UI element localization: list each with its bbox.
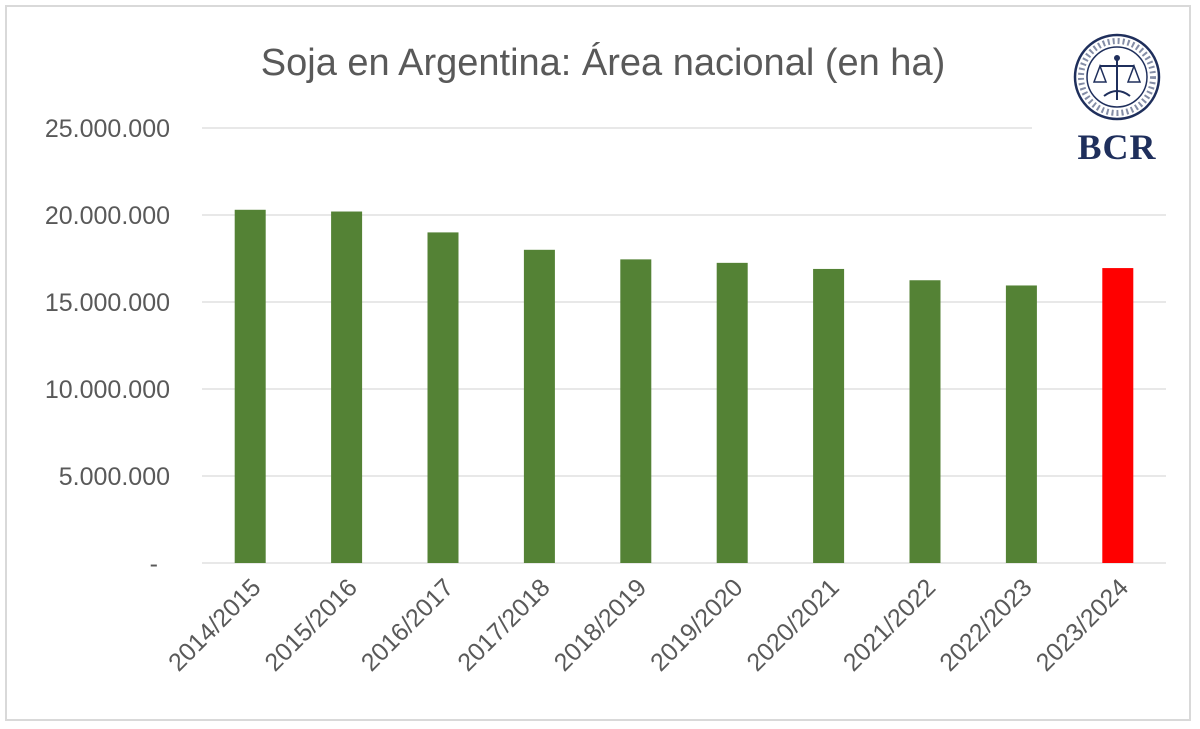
chart-title: Soja en Argentina: Área nacional (en ha) [261, 41, 945, 84]
bar-2021-2022 [909, 280, 941, 563]
bars [234, 209, 1134, 564]
x-tick-label: 2019/2020 [645, 573, 748, 676]
x-tick-label: 2021/2022 [838, 573, 941, 676]
bar-2015-2016 [331, 211, 363, 563]
bar-2016-2017 [427, 232, 459, 563]
bar-2020-2021 [813, 268, 845, 563]
bcr-logo: BCR [1073, 33, 1161, 167]
bcr-logo-text: BCR [1077, 127, 1156, 167]
y-tick-label: 5.000.000 [59, 463, 170, 491]
x-tick-label: 2015/2016 [259, 573, 362, 676]
bar-2023-2024 [1102, 268, 1134, 563]
grid-lines [202, 127, 1166, 564]
x-tick-label: 2017/2018 [452, 573, 555, 676]
bcr-seal-icon [1073, 33, 1161, 121]
y-tick-label: 10.000.000 [45, 376, 170, 404]
y-tick-label: 15.000.000 [45, 289, 170, 317]
x-tick-label: 2016/2017 [356, 573, 459, 676]
x-axis-ticks: 2014/20152015/20162016/20172017/20182018… [163, 573, 1134, 676]
bar-2019-2020 [716, 262, 748, 563]
bar-2022-2023 [1005, 285, 1037, 563]
y-axis-ticks: - 5.000.000 10.000.000 15.000.000 20.000.000… [45, 115, 170, 578]
y-tick-label: - [150, 550, 158, 578]
y-tick-label: 25.000.000 [45, 115, 170, 143]
x-tick-label: 2020/2021 [741, 573, 844, 676]
x-tick-label: 2023/2024 [1031, 573, 1134, 676]
x-tick-label: 2018/2019 [549, 573, 652, 676]
x-tick-label: 2014/2015 [163, 573, 266, 676]
bar-2014-2015 [234, 209, 266, 563]
bar-2018-2019 [620, 259, 652, 563]
bar-2017-2018 [523, 249, 555, 564]
chart-frame [5, 5, 1191, 721]
y-tick-label: 20.000.000 [45, 202, 170, 230]
x-tick-label: 2022/2023 [934, 573, 1037, 676]
